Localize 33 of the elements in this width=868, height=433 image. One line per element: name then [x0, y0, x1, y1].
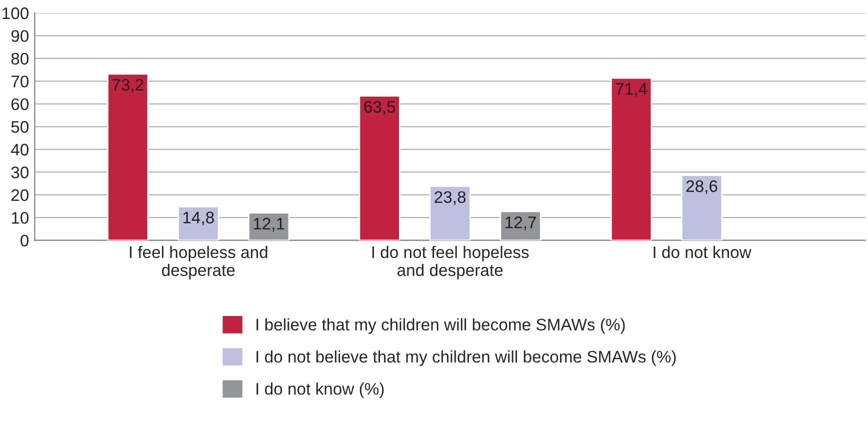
data-label: 14,8 — [183, 212, 214, 226]
bar — [680, 174, 723, 240]
legend-label: I believe that my children will become SMAWs (%) — [256, 318, 625, 334]
data-label: 28,6 — [686, 180, 718, 194]
y-tick-label: 0 — [20, 234, 29, 247]
x-tick-label: I do not know — [654, 246, 752, 258]
bar — [178, 206, 220, 240]
bar — [429, 186, 471, 240]
legend-label: I do not know (%) — [256, 382, 384, 398]
data-label: 71,4 — [616, 83, 648, 97]
data-label: 73,2 — [112, 78, 144, 93]
bar — [500, 210, 542, 240]
y-tick-label: 70 — [11, 76, 29, 88]
bar — [107, 73, 149, 240]
y-tick-label: 50 — [11, 121, 29, 133]
y-tick-label: 30 — [11, 166, 29, 178]
data-label: 23,8 — [434, 191, 466, 205]
data-label: 63,5 — [364, 100, 396, 115]
y-tick-label: 40 — [11, 144, 29, 156]
y-tick-label: 20 — [11, 189, 29, 202]
y-tick-label: 10 — [12, 212, 29, 224]
bar — [358, 95, 400, 240]
y-tick-label: 80 — [11, 52, 29, 65]
x-tick-label: I do not feel hopeless and desperate — [372, 246, 529, 280]
bar — [610, 77, 652, 240]
y-tick-label: 90 — [11, 30, 29, 42]
y-tick-label: 60 — [11, 98, 29, 110]
data-label: 12,7 — [506, 216, 536, 230]
y-tick-label: 100 — [2, 7, 29, 20]
data-label: 12,1 — [254, 218, 284, 232]
x-tick-label: I feel hopeless and desperate — [130, 246, 268, 280]
bar — [248, 212, 290, 240]
legend-label: I do not believe that my children will become SMAWs (%) — [256, 350, 676, 366]
